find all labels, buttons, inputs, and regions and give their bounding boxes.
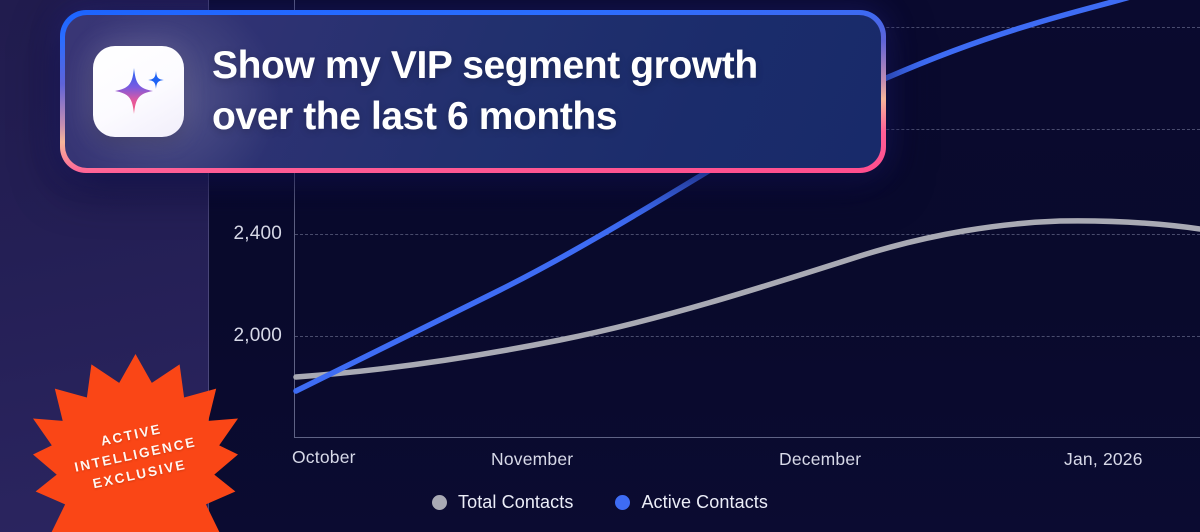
ai-prompt-card-inner: Show my VIP segment growth over the last… (65, 15, 881, 168)
x-tick-october: October (292, 447, 356, 467)
ai-prompt-text: Show my VIP segment growth over the last… (212, 41, 758, 142)
x-tick-november: November (491, 449, 574, 469)
series-line-total-contacts (293, 218, 1200, 380)
legend-label-active-contacts: Active Contacts (641, 492, 769, 512)
legend-dot-icon-total-contacts (431, 495, 447, 510)
gridline-2000 (295, 336, 1200, 337)
ai-prompt-card[interactable]: Show my VIP segment growth over the last… (60, 10, 886, 173)
legend-item-active-contacts[interactable]: Active Contacts (615, 492, 768, 513)
active-intelligence-exclusive-badge: ACTIVE INTELLIGENCE EXCLUSIVE (33, 352, 238, 532)
y-tick-2400: 2,400 (233, 223, 282, 244)
gridline-2400 (295, 234, 1200, 235)
legend-label-total-contacts: Total Contacts (457, 492, 574, 512)
legend-item-total-contacts[interactable]: Total Contacts (431, 492, 574, 513)
x-tick-december: December (779, 449, 862, 469)
ai-sparkle-badge (93, 46, 184, 137)
x-tick-jan-2026: Jan, 2026 (1064, 449, 1143, 469)
ai-sparkle-icon (114, 67, 164, 114)
panel-divider (208, 0, 209, 532)
ai-prompt-text-line2: over the last 6 months (212, 94, 618, 138)
y-axis-line (294, 0, 295, 437)
chart-legend: Total Contacts Active Contacts (0, 492, 1200, 513)
starburst-shape-icon (33, 354, 238, 532)
ai-prompt-text-line1: Show my VIP segment growth (212, 43, 758, 87)
legend-dot-icon-active-contacts (615, 495, 631, 510)
y-tick-2000: 2,000 (233, 325, 282, 346)
x-axis-line (294, 437, 1200, 438)
